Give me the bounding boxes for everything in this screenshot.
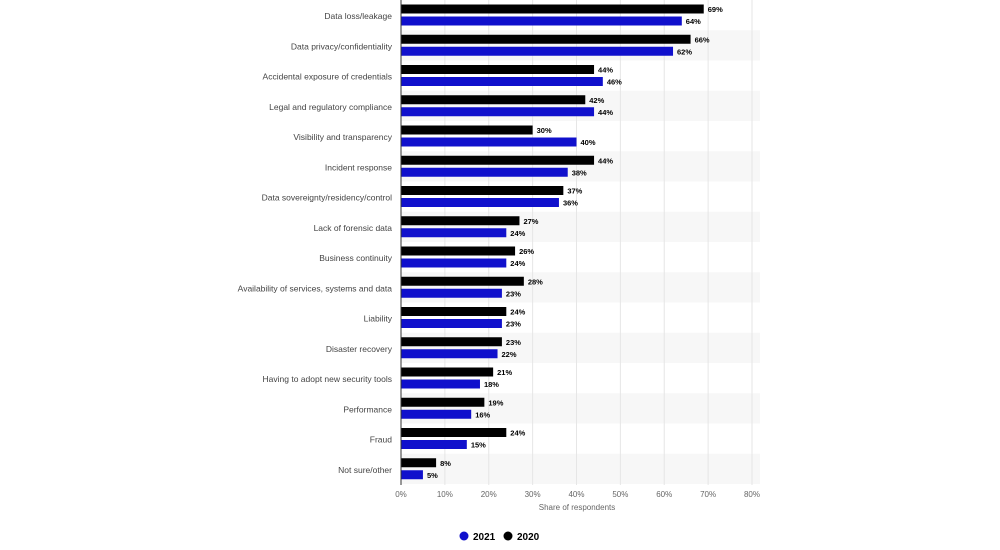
x-tick-label: 70% — [700, 490, 716, 499]
data-label-2020: 44% — [598, 66, 613, 75]
bar-2021 — [401, 288, 502, 298]
bar-2020 — [401, 276, 524, 286]
category-label: Not sure/other — [338, 465, 392, 475]
bar-2021 — [401, 46, 674, 56]
data-label-2020: 42% — [589, 96, 604, 105]
bar-2020 — [401, 367, 494, 377]
category-label: Visibility and transparency — [293, 132, 392, 142]
category-label: Data sovereignty/residency/control — [262, 193, 393, 203]
bar-2020 — [401, 458, 437, 468]
data-label-2021: 46% — [607, 78, 622, 87]
category-label: Availability of services, systems and da… — [238, 283, 393, 293]
bar-2020 — [401, 428, 507, 437]
data-label-2020: 23% — [506, 338, 521, 347]
category-label: Business continuity — [319, 253, 393, 263]
data-label-2021: 18% — [484, 380, 499, 389]
data-label-2020: 24% — [510, 308, 525, 317]
data-label-2021: 15% — [471, 441, 486, 450]
bar-2021 — [401, 77, 603, 86]
category-label: Liability — [364, 314, 393, 324]
data-label-2020: 21% — [497, 368, 512, 377]
bar-2021 — [401, 440, 467, 449]
bar-2021 — [401, 16, 682, 26]
x-tick-label: 80% — [744, 490, 760, 499]
bar-2021 — [401, 409, 472, 419]
x-tick-label: 60% — [656, 490, 672, 499]
data-label-2020: 19% — [488, 398, 503, 407]
bar-2021 — [401, 198, 559, 207]
data-label-2020: 8% — [440, 459, 451, 468]
data-label-2021: 24% — [510, 259, 525, 268]
data-label-2021: 16% — [475, 410, 490, 419]
category-label: Data loss/leakage — [324, 11, 392, 21]
bar-2020 — [401, 216, 520, 226]
x-tick-label: 20% — [481, 490, 497, 499]
bar-2020 — [401, 307, 507, 316]
bar-2021 — [401, 379, 480, 389]
category-label: Performance — [343, 404, 392, 414]
data-label-2020: 26% — [519, 247, 534, 256]
data-label-2021: 24% — [510, 229, 525, 238]
data-label-2021: 64% — [686, 17, 701, 26]
data-label-2021: 40% — [581, 138, 596, 147]
data-label-2021: 44% — [598, 108, 613, 117]
category-label: Having to adopt new security tools — [263, 374, 392, 384]
data-label-2020: 37% — [567, 187, 582, 196]
bar-2021 — [401, 319, 502, 328]
data-label-2020: 69% — [708, 5, 723, 14]
x-tick-label: 50% — [612, 490, 628, 499]
legend-label-2020: 2020 — [517, 532, 540, 543]
category-label: Legal and regulatory compliance — [269, 102, 392, 112]
bar-2021 — [401, 470, 423, 480]
bar-2021 — [401, 349, 498, 359]
category-label: Incident response — [325, 162, 392, 172]
bar-2020 — [401, 246, 516, 256]
bar-2020 — [401, 155, 595, 165]
data-label-2020: 30% — [537, 126, 552, 135]
legend-label-2021: 2021 — [473, 532, 496, 543]
category-label: Lack of forensic data — [314, 223, 393, 233]
data-label-2020: 24% — [510, 429, 525, 438]
bar-2020 — [401, 337, 502, 347]
data-label-2021: 5% — [427, 471, 438, 480]
category-label: Data privacy/confidentiality — [291, 41, 393, 51]
x-tick-label: 10% — [437, 490, 453, 499]
data-label-2021: 38% — [572, 168, 587, 177]
bar-2021 — [401, 258, 507, 268]
bar-2021 — [401, 107, 595, 117]
bar-2021 — [401, 167, 568, 177]
data-label-2021: 22% — [502, 350, 517, 359]
data-label-2020: 28% — [528, 277, 543, 286]
category-label: Accidental exposure of credentials — [263, 72, 392, 82]
bar-2020 — [401, 4, 704, 14]
bar-2020 — [401, 65, 595, 74]
data-label-2021: 23% — [506, 289, 521, 298]
x-axis-title: Share of respondents — [539, 503, 616, 512]
bar-2020 — [401, 397, 485, 407]
category-label: Disaster recovery — [326, 344, 393, 354]
data-label-2020: 27% — [523, 217, 538, 226]
data-label-2021: 23% — [506, 320, 521, 329]
x-tick-label: 30% — [525, 490, 541, 499]
x-tick-label: 40% — [568, 490, 584, 499]
bar-2021 — [401, 137, 577, 147]
category-label: Fraud — [370, 435, 392, 445]
bar-2020 — [401, 95, 586, 105]
data-label-2021: 62% — [677, 47, 692, 56]
bar-2020 — [401, 186, 564, 195]
data-label-2021: 36% — [563, 199, 578, 208]
bar-2021 — [401, 228, 507, 238]
bar-2020 — [401, 125, 533, 135]
data-label-2020: 66% — [695, 35, 710, 44]
bar-2020 — [401, 34, 691, 44]
legend-marker-2021 — [459, 531, 469, 541]
row-band — [401, 453, 760, 484]
data-label-2020: 44% — [598, 156, 613, 165]
legend-marker-2020 — [503, 531, 513, 541]
x-tick-label: 0% — [395, 490, 407, 499]
